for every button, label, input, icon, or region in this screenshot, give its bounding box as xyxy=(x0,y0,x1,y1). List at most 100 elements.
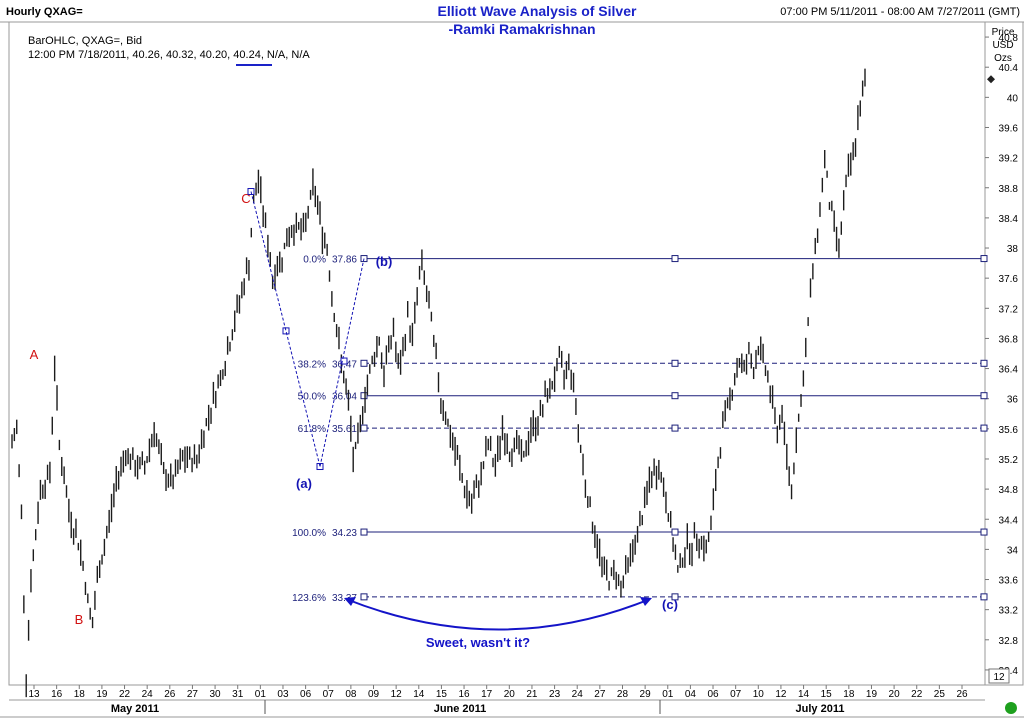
fib-handle[interactable] xyxy=(980,593,988,601)
y-tick-label: 33.6 xyxy=(999,576,1019,587)
x-tick-label: 25 xyxy=(934,689,946,700)
y-tick-label: 38 xyxy=(1007,244,1019,255)
x-tick-label: 13 xyxy=(28,689,40,700)
y-tick-label: 40 xyxy=(1007,93,1019,104)
chart-title: Elliott Wave Analysis of Silver xyxy=(438,3,637,19)
fib-handle[interactable] xyxy=(671,424,679,432)
fib-price-label: 37.86 xyxy=(332,255,357,266)
x-tick-label: 18 xyxy=(843,689,855,700)
wave-label: (c) xyxy=(662,597,678,612)
wave-a-b-guide xyxy=(319,258,365,467)
fib-handle[interactable] xyxy=(671,528,679,536)
chart-subtitle: -Ramki Ramakrishnan xyxy=(448,21,595,37)
x-tick-label: 22 xyxy=(119,689,131,700)
fib-percent-label: 123.6% xyxy=(292,593,326,604)
legend-bar-values: 12:00 PM 7/18/2011, 40.26, 40.32, 40.20,… xyxy=(28,49,310,61)
x-tick-label: 29 xyxy=(640,689,652,700)
x-tick-label: 22 xyxy=(911,689,923,700)
y-tick-label: 34.8 xyxy=(999,485,1019,496)
fib-percent-label: 61.8% xyxy=(298,424,326,435)
fib-handle[interactable] xyxy=(980,528,988,536)
x-tick-label: 01 xyxy=(255,689,267,700)
y-tick-label: 36 xyxy=(1007,395,1019,406)
fib-handle[interactable] xyxy=(671,255,679,263)
y-tick-label: 34 xyxy=(1007,545,1019,556)
x-tick-label: 06 xyxy=(707,689,719,700)
wave-label: (a) xyxy=(296,476,312,491)
x-tick-label: 20 xyxy=(504,689,516,700)
x-month-label: June 2011 xyxy=(434,703,487,715)
x-tick-label: 31 xyxy=(232,689,244,700)
x-tick-label: 18 xyxy=(74,689,86,700)
x-tick-label: 16 xyxy=(51,689,63,700)
y-tick-label: 36.4 xyxy=(999,365,1019,376)
fib-price-label: 34.23 xyxy=(332,528,357,539)
fib-handle[interactable] xyxy=(671,593,679,601)
x-tick-label: 19 xyxy=(96,689,108,700)
y-tick-label: 39.6 xyxy=(999,123,1019,134)
fib-handle[interactable] xyxy=(980,424,988,432)
y-tick-label: 33.2 xyxy=(999,606,1019,617)
y-tick-label: 38.8 xyxy=(999,184,1019,195)
y-tick-label: 38.4 xyxy=(999,214,1019,225)
last-price-marker xyxy=(987,75,995,84)
fib-percent-label: 100.0% xyxy=(292,528,326,539)
fib-handle[interactable] xyxy=(360,593,368,601)
annotation-text: Sweet, wasn't it? xyxy=(426,635,530,650)
axis-label-price: Price xyxy=(992,27,1015,38)
wave-handle[interactable] xyxy=(282,327,290,335)
x-tick-label: 12 xyxy=(775,689,787,700)
fib-handle[interactable] xyxy=(360,359,368,367)
zoom-box-value: 12 xyxy=(993,672,1005,683)
x-tick-label: 30 xyxy=(210,689,222,700)
arrow-head-left xyxy=(344,597,356,606)
x-tick-label: 19 xyxy=(866,689,878,700)
x-tick-label: 20 xyxy=(889,689,901,700)
y-tick-label: 40.4 xyxy=(999,63,1019,74)
x-tick-label: 23 xyxy=(549,689,561,700)
fib-handle[interactable] xyxy=(980,359,988,367)
plot-area xyxy=(8,21,986,686)
zoom-box[interactable] xyxy=(988,668,1010,684)
fib-price-label: 36.04 xyxy=(332,392,357,403)
fib-handle[interactable] xyxy=(360,528,368,536)
x-tick-label: 16 xyxy=(458,689,470,700)
fib-handle[interactable] xyxy=(980,392,988,400)
y-tick-label: 32.8 xyxy=(999,636,1019,647)
x-month-label: May 2011 xyxy=(111,703,159,715)
wave-c-a-guide xyxy=(250,191,321,467)
x-tick-label: 14 xyxy=(798,689,810,700)
wave-label: A xyxy=(30,347,39,362)
header-time-range: 07:00 PM 5/11/2011 - 08:00 AM 7/27/2011 … xyxy=(780,6,1020,18)
fib-percent-label: 38.2% xyxy=(298,359,326,370)
x-tick-label: 08 xyxy=(345,689,357,700)
x-tick-label: 12 xyxy=(391,689,403,700)
fib-handle[interactable] xyxy=(980,255,988,263)
fib-handle[interactable] xyxy=(671,359,679,367)
fib-percent-label: 50.0% xyxy=(298,392,326,403)
wave-label: (b) xyxy=(376,254,393,269)
y-tick-label: 37.2 xyxy=(999,304,1019,315)
x-tick-label: 28 xyxy=(617,689,629,700)
ohlc-bars xyxy=(11,68,866,698)
date-axis: 13 16 18 19 22 24 26 27 30 31 01 03 06 07 08 09 12 14 15 16… xyxy=(28,685,968,715)
fib-percent-label: 0.0% xyxy=(303,255,326,266)
fib-price-label: 35.61 xyxy=(332,424,357,435)
fib-handle[interactable] xyxy=(671,392,679,400)
wave-label: C xyxy=(241,191,250,206)
status-indicator-icon xyxy=(1005,702,1017,714)
wave-handle[interactable] xyxy=(340,357,348,365)
y-tick-label: 34.4 xyxy=(999,515,1019,526)
axis-label-unit: Ozs xyxy=(994,53,1012,64)
header-instrument: Hourly QXAG= xyxy=(6,6,83,18)
arrow-head-right xyxy=(640,597,652,606)
x-tick-label: 24 xyxy=(572,689,584,700)
x-tick-label: 10 xyxy=(753,689,765,700)
x-tick-label: 15 xyxy=(821,689,833,700)
legend-series: BarOHLC, QXAG=, Bid xyxy=(28,35,142,47)
fib-handle[interactable] xyxy=(360,424,368,432)
fib-handle[interactable] xyxy=(360,392,368,400)
x-tick-label: 09 xyxy=(368,689,380,700)
